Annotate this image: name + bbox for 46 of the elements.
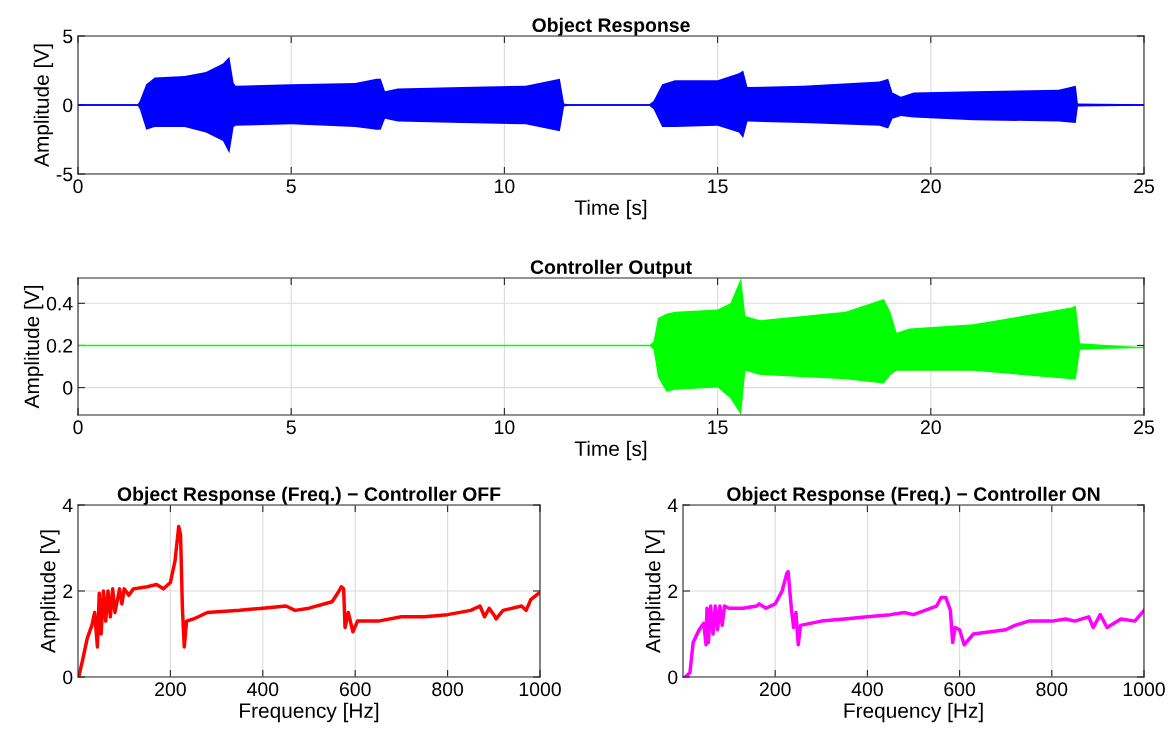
x-tick-label: 200 bbox=[155, 682, 186, 697]
y-tick-label: 0 bbox=[63, 98, 73, 113]
x-tick-label: 15 bbox=[708, 420, 728, 435]
x-tick-label: 400 bbox=[851, 682, 883, 697]
x-tick-label: 10 bbox=[495, 179, 515, 194]
chart-title: Object Response (Freq.) − Controller ON bbox=[727, 486, 1100, 505]
y-tick-label: 0 bbox=[63, 670, 73, 685]
x-tick-label: 1000 bbox=[1123, 682, 1165, 697]
x-tick-label: 800 bbox=[432, 682, 464, 697]
x-axis-title: Time [s] bbox=[574, 199, 647, 220]
y-axis-title: Amplitude [V] bbox=[645, 530, 665, 653]
x-tick-label: 10 bbox=[495, 420, 515, 435]
chart-title: Object Response bbox=[532, 17, 690, 36]
y-tick-label: 4 bbox=[62, 498, 73, 513]
x-tick-label: 25 bbox=[1134, 420, 1154, 435]
y-tick-label: 5 bbox=[63, 29, 73, 44]
x-tick-label: 0 bbox=[73, 420, 83, 435]
y-tick-label: 0.4 bbox=[46, 296, 73, 311]
y-tick-label: 4 bbox=[667, 498, 678, 513]
x-tick-label: 15 bbox=[708, 179, 728, 194]
x-tick-label: 20 bbox=[920, 179, 941, 194]
y-tick-label: 2 bbox=[63, 584, 73, 599]
x-axis-title: Time [s] bbox=[574, 440, 647, 461]
x-tick-label: 400 bbox=[247, 682, 279, 697]
y-tick-label: 0 bbox=[668, 670, 678, 685]
x-tick-label: 5 bbox=[286, 179, 296, 194]
y-tick-label: 2 bbox=[668, 584, 678, 599]
x-axis-title: Frequency [Hz] bbox=[844, 702, 983, 723]
x-tick-label: 25 bbox=[1134, 179, 1154, 194]
x-tick-label: 600 bbox=[944, 682, 976, 697]
x-axis-title: Frequency [Hz] bbox=[240, 702, 379, 723]
y-axis-title: Amplitude [V] bbox=[40, 530, 60, 653]
chart-title: Object Response (Freq.) − Controller OFF bbox=[117, 486, 501, 505]
chart-title: Controller Output bbox=[530, 259, 692, 278]
x-tick-label: 0 bbox=[73, 179, 83, 194]
y-axis-title: Amplitude [V] bbox=[33, 44, 54, 167]
x-tick-label: 20 bbox=[920, 420, 941, 435]
x-tick-label: 5 bbox=[286, 420, 296, 435]
y-tick-label: 0 bbox=[63, 381, 73, 395]
x-tick-label: 200 bbox=[759, 682, 791, 697]
y-tick-label: 0.2 bbox=[46, 338, 73, 353]
x-tick-label: 800 bbox=[1036, 682, 1068, 697]
y-tick-label: -5 bbox=[56, 167, 73, 182]
x-tick-label: 600 bbox=[339, 682, 371, 697]
x-tick-label: 1000 bbox=[519, 682, 561, 697]
y-axis-title: Amplitude [V] bbox=[23, 286, 44, 409]
